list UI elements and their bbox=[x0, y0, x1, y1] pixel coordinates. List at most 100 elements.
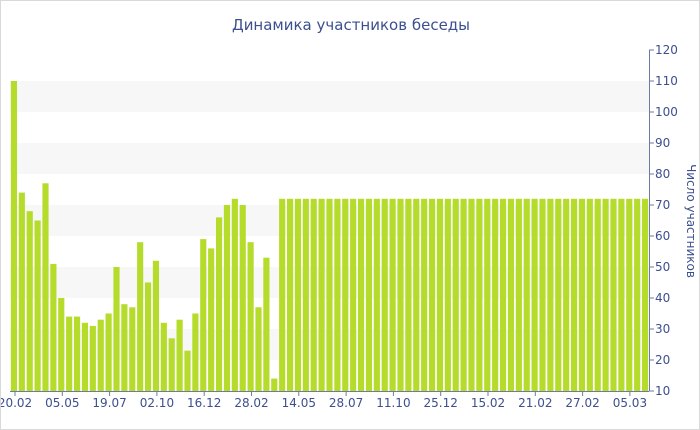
bar bbox=[444, 198, 451, 391]
bar bbox=[365, 198, 373, 391]
bar bbox=[168, 338, 175, 391]
x-tick-label: 28.02 bbox=[234, 396, 268, 410]
bar bbox=[555, 198, 562, 391]
bar bbox=[66, 316, 73, 391]
bar bbox=[460, 198, 467, 391]
bar bbox=[468, 198, 475, 391]
y-tick-label: 20 bbox=[655, 353, 670, 367]
bar bbox=[18, 192, 25, 391]
bar bbox=[152, 260, 160, 391]
bar bbox=[634, 198, 641, 391]
y-tick-label: 80 bbox=[655, 167, 670, 181]
bar bbox=[334, 198, 341, 391]
bar bbox=[523, 198, 530, 391]
x-tick-label: 21.02 bbox=[518, 396, 552, 410]
bar bbox=[223, 205, 231, 391]
bar-series bbox=[10, 81, 649, 391]
bar bbox=[58, 298, 65, 391]
bar bbox=[436, 198, 444, 391]
bar bbox=[121, 304, 128, 391]
x-tick-label: 02.10 bbox=[140, 396, 174, 410]
bar bbox=[10, 81, 18, 391]
bar bbox=[484, 198, 491, 391]
chart-title: Динамика участников беседы bbox=[232, 16, 470, 34]
bar bbox=[602, 198, 609, 391]
bar bbox=[389, 198, 396, 391]
bar bbox=[515, 198, 522, 391]
y-tick-label: 120 bbox=[655, 43, 678, 57]
bar bbox=[626, 198, 633, 391]
bar bbox=[618, 198, 625, 391]
x-tick-labels: 20.02 05.05 19.07 02.10 16.12 28.02 14.05 28.07… bbox=[1, 396, 647, 410]
y-tick-label: 40 bbox=[655, 291, 670, 305]
bar bbox=[271, 378, 278, 391]
x-tick-label: 19.07 bbox=[92, 396, 126, 410]
bar bbox=[208, 248, 215, 391]
bar bbox=[641, 198, 649, 391]
bar bbox=[239, 205, 246, 391]
y-tick-label: 10 bbox=[655, 384, 670, 398]
bar bbox=[452, 198, 459, 391]
bar bbox=[302, 198, 309, 391]
x-tick-label: 15.02 bbox=[471, 396, 505, 410]
y-tick-label: 50 bbox=[655, 260, 670, 274]
bar bbox=[610, 198, 617, 391]
bar bbox=[373, 198, 380, 391]
bar bbox=[34, 220, 41, 391]
bar bbox=[231, 198, 238, 391]
x-tick-label: 16.12 bbox=[187, 396, 221, 410]
y-tick-label: 110 bbox=[655, 74, 678, 88]
bar bbox=[73, 316, 81, 391]
bar bbox=[137, 242, 144, 391]
y-tick-label: 100 bbox=[655, 105, 678, 119]
bar bbox=[531, 198, 538, 391]
bar bbox=[547, 198, 554, 391]
bar bbox=[192, 313, 199, 391]
bar bbox=[476, 198, 483, 391]
bar bbox=[397, 198, 404, 391]
bar bbox=[113, 267, 120, 391]
bar bbox=[42, 183, 49, 391]
bar bbox=[350, 198, 357, 391]
bar bbox=[594, 198, 601, 391]
x-tick-label: 11.10 bbox=[376, 396, 410, 410]
bar bbox=[200, 239, 207, 391]
bar bbox=[294, 198, 302, 391]
bar bbox=[507, 198, 515, 391]
y-tick-label: 30 bbox=[655, 322, 670, 336]
bar bbox=[97, 319, 104, 391]
y-tick-label: 70 bbox=[655, 198, 670, 212]
grid-band bbox=[10, 81, 649, 112]
bar bbox=[413, 198, 420, 391]
bar bbox=[215, 217, 223, 391]
bar bbox=[89, 325, 96, 391]
bar bbox=[129, 307, 136, 391]
bar bbox=[421, 198, 428, 391]
bar bbox=[428, 198, 436, 391]
bar bbox=[499, 198, 507, 391]
grid-band bbox=[10, 143, 649, 174]
bar bbox=[357, 198, 365, 391]
bar bbox=[26, 211, 33, 391]
x-tick-label: 20.02 bbox=[1, 396, 32, 410]
bar bbox=[263, 257, 270, 391]
x-tick-label: 05.03 bbox=[613, 396, 647, 410]
bar bbox=[381, 198, 388, 391]
x-tick-label: 28.07 bbox=[329, 396, 363, 410]
bar bbox=[310, 198, 317, 391]
x-tick-label: 14.05 bbox=[282, 396, 316, 410]
bar bbox=[255, 307, 262, 391]
y-axis-label: Число участников bbox=[684, 164, 698, 278]
bar bbox=[492, 198, 499, 391]
x-tick-label: 25.12 bbox=[424, 396, 458, 410]
bar bbox=[105, 313, 112, 391]
y-tick-labels: 10 20 30 40 50 60 70 80 90 100 110 120 bbox=[655, 43, 678, 398]
bar bbox=[318, 198, 325, 391]
bar bbox=[176, 319, 183, 391]
bar bbox=[286, 198, 294, 391]
bar bbox=[247, 242, 254, 391]
bar bbox=[81, 322, 89, 391]
bar bbox=[326, 198, 333, 391]
x-tick-label: 27.02 bbox=[565, 396, 599, 410]
